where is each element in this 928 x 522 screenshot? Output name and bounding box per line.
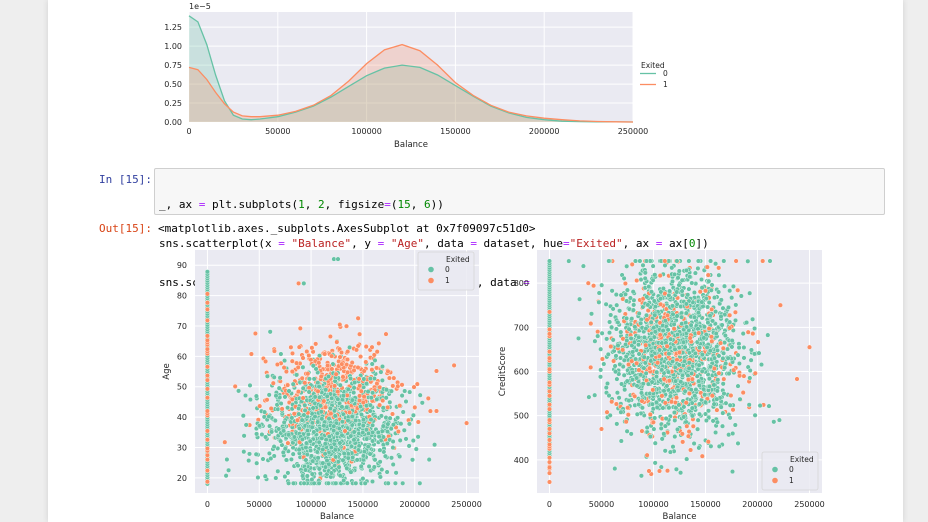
svg-text:Exited: Exited — [641, 61, 665, 70]
svg-text:Exited: Exited — [446, 255, 470, 264]
kde-fill-exited-1 — [189, 44, 633, 122]
x-tick-label: 150000 — [690, 500, 721, 509]
y-tick-label: 90 — [177, 261, 187, 270]
y-tick-label: 30 — [177, 443, 187, 452]
x-tick-label: 200000 — [742, 500, 773, 509]
y-tick-label: 80 — [177, 292, 187, 301]
x-tick-label: 250000 — [451, 500, 482, 509]
x-tick-label: 200000 — [399, 500, 430, 509]
x-tick-label: 50000 — [247, 500, 272, 509]
y-tick-label: 400 — [514, 456, 529, 465]
y-tick-label: 50 — [177, 383, 187, 392]
legend-label-1: 1 — [445, 276, 450, 285]
gridlines — [195, 250, 479, 493]
legend-marker-0 — [428, 266, 434, 273]
legend-label-1: 1 — [663, 80, 668, 89]
x-tick-label: 250000 — [618, 127, 649, 136]
y-tick-label: 700 — [514, 323, 529, 332]
y-tick-label: 0.75 — [164, 61, 182, 70]
legend-label-0: 0 — [445, 265, 450, 274]
x-tick-label: 100000 — [296, 500, 327, 509]
code-cell-input[interactable]: _, ax = plt.subplots(1, 2, figsize=(15, … — [154, 168, 885, 289]
kde-line-exited-0 — [188, 15, 634, 123]
y-tick-label: 0.00 — [164, 118, 182, 127]
legend-label-1: 1 — [789, 476, 794, 485]
x-tick-label: 200000 — [529, 127, 560, 136]
x-tick-label: 0 — [547, 500, 552, 509]
x-tick-label: 250000 — [794, 500, 825, 509]
data-points — [204, 256, 470, 487]
data-points — [547, 258, 813, 485]
x-axis-label: Balance — [394, 140, 428, 150]
y-tick-label: 20 — [177, 474, 187, 483]
x-tick-label: 150000 — [440, 127, 471, 136]
code-line-2: sns.scatterplot(x = "Balance", y = "Age"… — [159, 237, 709, 250]
y-axis-label: Age — [162, 363, 172, 379]
y-tick-label: 600 — [514, 368, 529, 377]
code-line-1: _, ax = plt.subplots(1, 2, figsize=(15, … — [159, 198, 444, 211]
y-tick-label: 70 — [177, 322, 187, 331]
scatter-plot-age: 0 50000 100000 150000 200000 250000 20 30 40 50 60… — [162, 250, 482, 522]
y-tick-label: 500 — [514, 412, 529, 421]
kde-plot-balance-by-exited: 0 50000 100000 150000 200000 250000 0.00 0.25 0.… — [164, 2, 668, 150]
y-tick-label: 800 — [514, 279, 529, 288]
x-tick-label: 100000 — [638, 500, 669, 509]
x-tick-label: 50000 — [589, 500, 614, 509]
legend-marker-1 — [428, 277, 434, 284]
kde-plot-area — [189, 12, 633, 122]
output-text: <matplotlib.axes._subplots.AxesSubplot a… — [158, 222, 536, 235]
x-tick-label: 0 — [205, 500, 210, 509]
x-tick-label: 150000 — [348, 500, 379, 509]
y-tick-label: 1.25 — [164, 23, 182, 32]
kde-line-exited-1 — [188, 43, 634, 123]
y-tick-label: 0.50 — [164, 80, 182, 89]
legend-marker-0 — [772, 466, 778, 473]
scatter-plots-figure: 0 50000 100000 150000 200000 2500002030405060… — [162, 250, 825, 522]
x-axis-label: Balance — [663, 512, 697, 522]
scatter-plot-creditscore: 0 50000 100000 150000 200000 250000 400 500 600 7… — [498, 250, 825, 522]
x-tick-label: 100000 — [351, 127, 382, 136]
y-tick-label: 1.00 — [164, 42, 182, 51]
x-axis-label: Balance — [320, 512, 354, 522]
svg-text:Exited: Exited — [790, 455, 814, 464]
y-tick-label: 60 — [177, 352, 187, 361]
kde-gridlines — [188, 12, 634, 123]
legend-label-0: 0 — [789, 465, 794, 474]
legend-marker-1 — [772, 477, 778, 484]
y-axis-label: CreditScore — [498, 347, 508, 396]
y-tick-label: 40 — [177, 413, 187, 422]
kde-fill-exited-0 — [189, 15, 633, 122]
x-tick-label: 50000 — [265, 127, 290, 136]
y-offset-text: 1e−5 — [189, 2, 211, 11]
y-tick-label: 0.25 — [164, 99, 182, 108]
x-tick-label: 0 — [186, 127, 191, 136]
legend-label-0: 0 — [663, 69, 668, 78]
input-prompt: In [15]: — [99, 173, 152, 186]
output-prompt: Out[15]: — [99, 222, 152, 235]
